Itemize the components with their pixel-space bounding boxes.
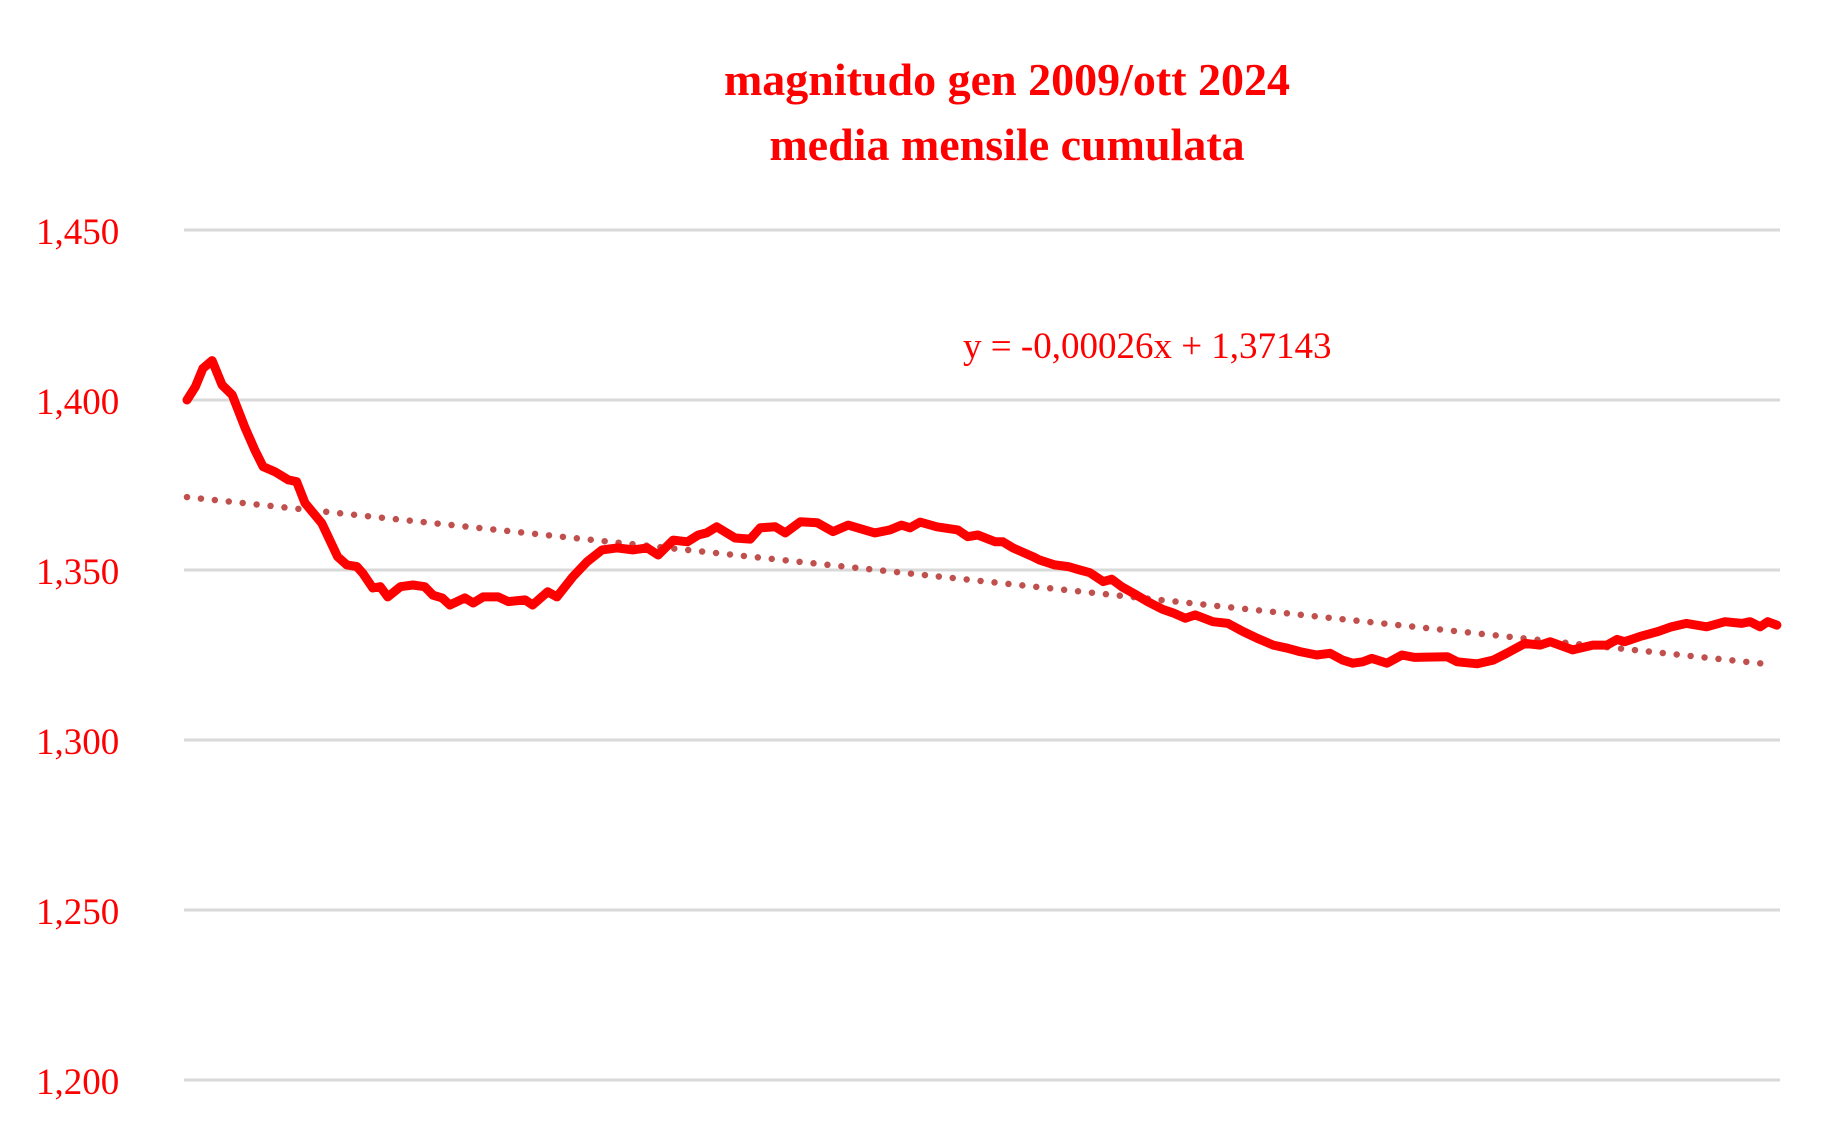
y-tick-label-1450: 1,450 (36, 212, 120, 253)
chart-title-line-1: magnitudo gen 2009/ott 2024 (723, 54, 1291, 105)
trendline-equation: y = -0,00026x + 1,37143 (963, 326, 1332, 367)
y-tick-label-1250: 1,250 (36, 892, 120, 933)
data-series-line (182, 356, 1782, 669)
y-tick-label-1200: 1,200 (36, 1062, 120, 1103)
chart-title-line-2: media mensile cumulata (769, 119, 1245, 170)
gridlines (184, 228, 1780, 1082)
y-tick-label-1350: 1,350 (36, 552, 120, 593)
y-tick-label-1400: 1,400 (36, 382, 120, 423)
trendline (183, 493, 1766, 667)
y-tick-label-1300: 1,300 (36, 722, 120, 763)
